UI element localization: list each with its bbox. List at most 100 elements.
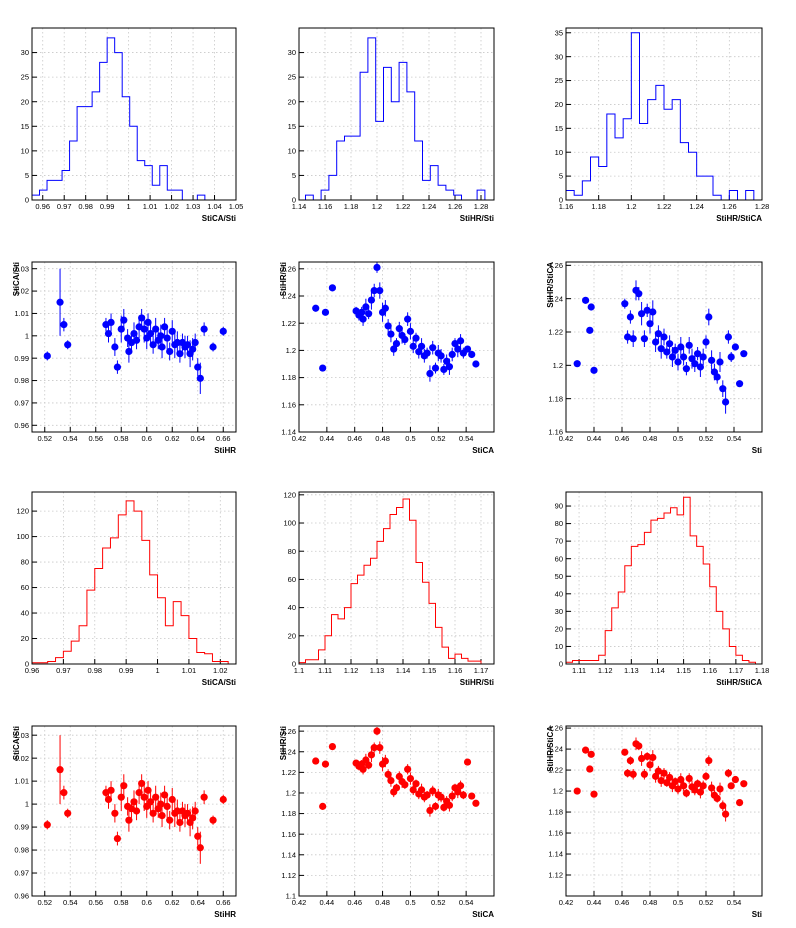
data-point	[629, 335, 637, 343]
x-tick-label: 1.16	[702, 666, 717, 675]
panel-1: 0.96 0.97 0.98 0.99 1 1.01 1.02 1.03 1.04 1.05 0 5 1…	[21, 27, 243, 223]
data-point	[429, 344, 437, 352]
y-tick-label: 1.01	[14, 309, 29, 318]
data-point	[140, 793, 148, 801]
plot-frame	[565, 725, 763, 897]
x-axis-label: StiCA	[472, 910, 494, 919]
data-point	[451, 340, 459, 348]
y-tick-label: 30	[555, 607, 563, 616]
y-tick-label: 0.97	[14, 399, 29, 408]
y-axis-label: StiCA/Sti	[12, 726, 21, 760]
x-tick-label: 1.04	[207, 202, 222, 211]
x-tick-label: 1.15	[676, 666, 691, 675]
y-tick-label: 0.98	[14, 846, 29, 855]
x-tick-label: 1.01	[182, 666, 197, 675]
x-tick-label: 0.5	[405, 898, 415, 907]
x-tick-label: 0.5	[673, 898, 683, 907]
data-point	[168, 795, 176, 804]
data-point	[677, 343, 685, 351]
x-tick-label: 1.14	[292, 202, 307, 211]
data-point	[191, 338, 199, 347]
data-point	[132, 336, 141, 344]
y-tick-label: 60	[288, 575, 296, 584]
plot-frame	[298, 27, 495, 201]
x-tick-label: 0.56	[88, 434, 103, 443]
data-point	[194, 832, 202, 840]
data-point	[64, 341, 72, 349]
plot-frame	[31, 261, 237, 433]
data-point	[699, 782, 707, 790]
data-point	[699, 353, 707, 361]
data-point	[736, 799, 744, 807]
data-point	[448, 792, 456, 800]
data-point	[176, 350, 184, 358]
y-axis-label: StiHR/StiCA	[546, 726, 555, 772]
y-tick-label: 1.26	[548, 261, 563, 270]
y-tick-label: 1.24	[548, 294, 563, 303]
data-point	[740, 780, 748, 788]
data-point	[381, 757, 389, 765]
data-point	[157, 800, 165, 808]
y-tick-label: 1	[25, 800, 29, 809]
data-point	[468, 792, 476, 800]
data-point	[437, 793, 445, 801]
plot-frame	[31, 725, 237, 897]
data-point	[694, 780, 702, 788]
y-tick-label: 100	[16, 532, 29, 541]
y-tick-label: 25	[288, 73, 296, 82]
y-tick-label: 1.1	[286, 892, 296, 901]
x-axis-label: StiHR	[214, 910, 236, 919]
data-point	[319, 802, 327, 810]
x-tick-label: 0.48	[375, 434, 390, 443]
x-tick-label: 1.2	[626, 202, 636, 211]
x-axis-label: StiCA	[472, 446, 494, 455]
data-point	[189, 345, 197, 353]
y-tick-label: 0	[292, 660, 296, 669]
panel-11: 0.42 0.44 0.46 0.48 0.5 0.52 0.54 1.1 1.12 1.14 1.…	[279, 725, 495, 919]
x-tick-label: 0.96	[25, 666, 40, 675]
data-point	[392, 340, 401, 348]
x-tick-label: 1.22	[396, 202, 411, 211]
y-tick-label: 5	[559, 172, 563, 181]
data-point	[713, 794, 721, 803]
data-point	[404, 315, 412, 323]
data-point	[43, 821, 51, 829]
data-point	[328, 284, 337, 292]
y-tick-label: 50	[555, 572, 563, 581]
y-tick-label: 1.16	[548, 829, 563, 838]
y-tick-label: 1.16	[281, 830, 296, 839]
data-point	[384, 322, 392, 330]
data-point	[674, 358, 682, 366]
data-point	[635, 742, 643, 750]
x-tick-label: 1.02	[213, 666, 228, 675]
data-point	[445, 363, 454, 371]
data-point	[144, 318, 152, 326]
data-point	[113, 834, 122, 843]
panel-4: 0.52 0.54 0.56 0.58 0.6 0.62 0.64 0.66 0.96 0.97 0…	[12, 261, 237, 455]
data-point	[384, 770, 392, 779]
y-tick-label: 0	[25, 660, 29, 669]
data-point	[649, 308, 657, 316]
x-tick-label: 1.13	[370, 666, 385, 675]
data-point	[454, 788, 462, 796]
data-point	[158, 811, 166, 820]
data-point	[716, 358, 724, 366]
data-point	[624, 769, 632, 777]
y-tick-label: 80	[288, 547, 296, 556]
data-point	[702, 772, 710, 780]
data-point	[626, 757, 635, 765]
data-point	[573, 787, 581, 795]
x-tick-label: 0.54	[459, 434, 474, 443]
data-point	[590, 366, 598, 374]
data-point	[629, 770, 637, 778]
data-point	[56, 298, 64, 306]
data-point	[412, 780, 420, 788]
data-point	[370, 744, 378, 752]
data-point	[722, 810, 730, 818]
data-point	[582, 296, 590, 304]
y-tick-label: 80	[21, 558, 29, 567]
data-point	[654, 767, 663, 775]
x-tick-label: 0.42	[292, 898, 307, 907]
y-tick-label: 0.98	[14, 376, 29, 385]
x-tick-label: 0.48	[375, 898, 390, 907]
